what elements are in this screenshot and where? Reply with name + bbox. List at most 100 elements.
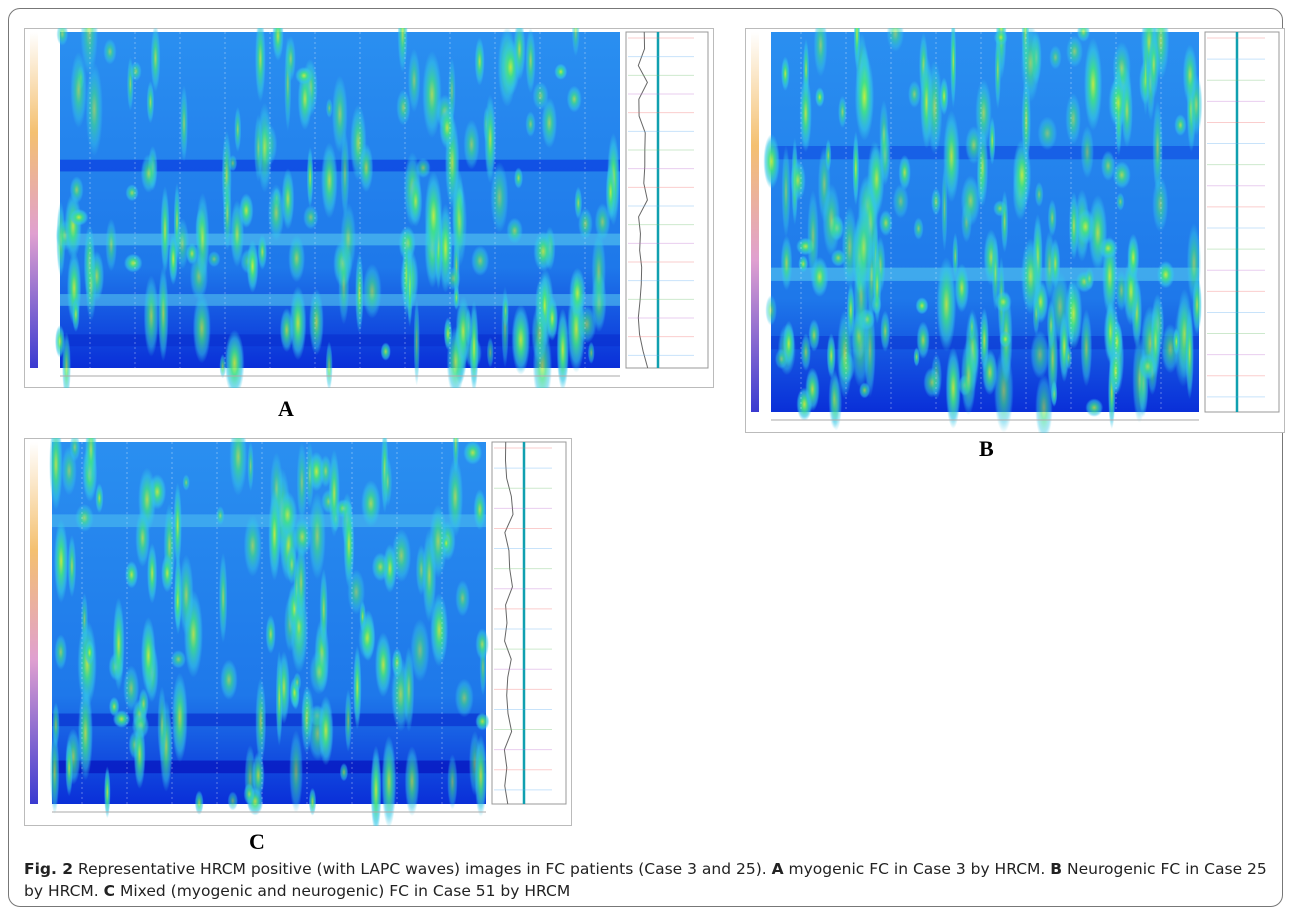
heatmap-blob — [140, 154, 157, 193]
heatmap-blob — [143, 275, 159, 357]
heatmap-blob — [403, 646, 415, 732]
heatmap-blob — [556, 308, 570, 388]
heatmap-blob — [85, 438, 97, 485]
heatmap-blob — [147, 543, 158, 604]
heatmap-blob — [1080, 125, 1094, 179]
heatmap-blob — [268, 488, 281, 581]
heatmap-blob — [192, 293, 211, 364]
heatmap-blob — [868, 141, 885, 216]
heatmap-blob — [898, 154, 911, 191]
heatmap-blob — [1115, 269, 1128, 312]
heatmap-blob — [810, 256, 829, 298]
heatmap-blob — [67, 534, 77, 598]
heatmap-blob — [1185, 306, 1194, 400]
heatmap-blob — [587, 341, 595, 364]
heatmap-blob — [886, 28, 905, 52]
heatmap-blob — [133, 719, 146, 789]
heatmap-blob — [175, 218, 190, 270]
heatmap-blob — [1138, 353, 1157, 380]
heatmap-blob — [1076, 28, 1091, 42]
heatmap-blob — [285, 35, 296, 82]
heatmap-blob — [49, 730, 60, 815]
panel-b-image — [745, 28, 1285, 433]
heatmap-blob — [402, 230, 411, 319]
heatmap-blob — [578, 207, 593, 240]
heatmap-blob — [104, 766, 111, 819]
heatmap-blob — [854, 53, 875, 141]
heatmap-blob — [941, 164, 948, 252]
heatmap-blob — [994, 291, 1012, 313]
heatmap-blob — [381, 735, 397, 826]
heatmap-blob — [404, 746, 420, 817]
heatmap-blob — [318, 695, 334, 766]
heatmap-blob — [380, 342, 391, 361]
heatmap-blob — [1000, 190, 1009, 253]
heatmap-blob — [965, 125, 983, 165]
heatmap-blob — [320, 142, 338, 219]
heatmap-blob — [246, 239, 259, 293]
heatmap-blob — [251, 751, 265, 799]
heatmap-blob — [931, 187, 941, 216]
side-trace — [637, 31, 649, 369]
heatmap-blob — [305, 441, 315, 510]
heatmap-blob — [340, 129, 350, 218]
panel-label: A — [278, 396, 294, 421]
heatmap-blob — [140, 616, 156, 695]
heatmap-blob — [216, 506, 225, 526]
heatmap-blob — [1100, 150, 1116, 181]
heatmap-blob — [130, 61, 142, 82]
heatmap-blob — [486, 337, 494, 368]
heatmap-blob — [1121, 75, 1133, 148]
heatmap-blob — [293, 672, 302, 693]
heatmap-blob — [815, 87, 825, 108]
heatmap-blob — [84, 639, 95, 666]
heatmap-blob — [308, 492, 326, 580]
caption-label: A — [771, 860, 784, 878]
heatmap-blob — [566, 85, 582, 113]
heatmap-blob — [123, 253, 143, 273]
heatmap-blob — [353, 645, 362, 730]
heatmap-blob — [473, 489, 487, 531]
heatmap-blob — [56, 28, 69, 46]
heatmap-blob — [272, 28, 284, 61]
heatmap-blob — [511, 304, 531, 375]
heatmap-blob — [525, 111, 536, 137]
heatmap-blob — [234, 106, 242, 153]
heatmap-blob — [415, 157, 431, 179]
heatmap-blob — [448, 57, 456, 124]
heatmap-blob — [945, 347, 961, 429]
heatmap-blob — [182, 474, 190, 491]
heatmap-blob — [303, 205, 319, 230]
heatmap-blob — [157, 686, 167, 763]
heatmap-blob — [982, 349, 998, 396]
panel-a-image — [24, 28, 714, 388]
heatmap-blob — [160, 185, 170, 274]
heatmap-blob — [289, 730, 303, 814]
heatmap-blob — [441, 534, 451, 553]
heatmap-blob — [1065, 93, 1082, 145]
heatmap-blob — [219, 354, 226, 379]
heatmap-blob — [1080, 309, 1093, 387]
heatmap-blob — [255, 677, 267, 765]
heatmap-blob — [410, 618, 430, 682]
heatmap-blob — [447, 754, 458, 810]
heatmap-blob — [915, 297, 929, 315]
heatmap-blob — [1105, 301, 1115, 362]
color-scale — [30, 442, 38, 804]
heatmap-blob — [781, 145, 791, 238]
heatmap-blob — [65, 739, 74, 797]
heatmap-blob — [359, 143, 374, 193]
heatmap-blob — [463, 440, 483, 465]
heatmap-blob — [541, 97, 558, 149]
heatmap-blob — [950, 28, 957, 109]
heatmap-blob — [828, 368, 840, 429]
heatmap-blob — [605, 163, 616, 222]
heatmap-blob — [306, 146, 314, 209]
heatmap-blob — [1034, 181, 1044, 207]
heatmap-blob — [325, 98, 333, 118]
heatmap-blob — [105, 218, 118, 272]
heatmap-blob — [952, 232, 959, 281]
heatmap-blob — [571, 28, 580, 57]
heatmap-blob — [1065, 345, 1073, 370]
